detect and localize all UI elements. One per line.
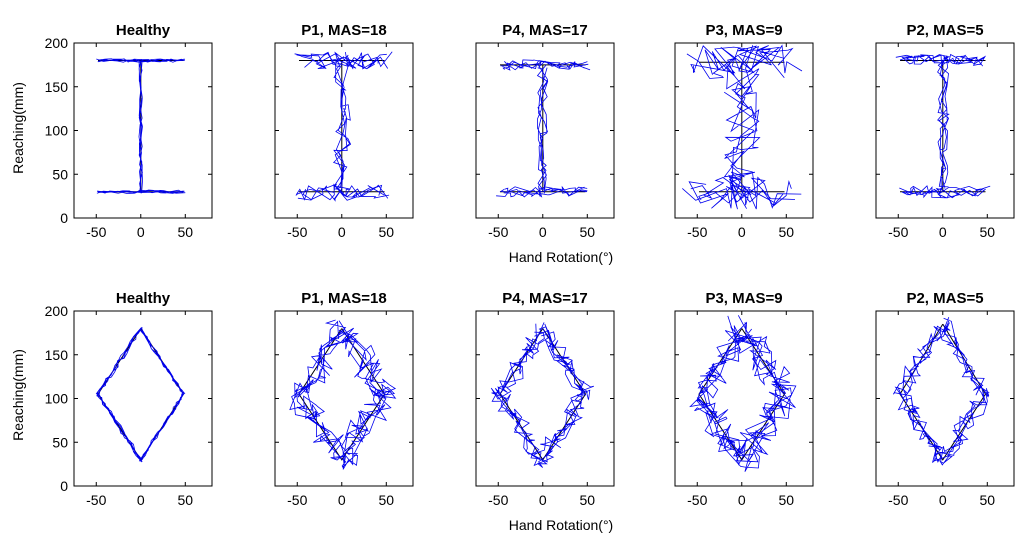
panel-bottom-0: Healthy -50 0 50 0 50 100 150 200 bbox=[45, 290, 213, 508]
trace-path-bottom-0 bbox=[95, 326, 186, 463]
x-tick-label-bottom-2-1: 0 bbox=[539, 492, 547, 508]
panels-group: Healthy -50 0 50 0 50 100 150 200 P1, MAS=18 -50 0 5… bbox=[45, 22, 1015, 508]
trace-path-top-2 bbox=[496, 59, 591, 198]
plot-area-top-0 bbox=[96, 58, 186, 194]
panel-title-bottom-0: Healthy bbox=[116, 290, 171, 307]
y-tick-label-top-0-2: 100 bbox=[45, 123, 69, 139]
plot-area-bottom-4 bbox=[892, 317, 990, 466]
trace-path-bottom-4 bbox=[892, 317, 990, 466]
trace-path-top-1 bbox=[294, 51, 393, 202]
panel-title-top-4: P2, MAS=5 bbox=[906, 22, 983, 39]
x-tick-label-bottom-4-2: 50 bbox=[980, 492, 996, 508]
x-tick-label-bottom-4-1: 0 bbox=[939, 492, 947, 508]
panel-title-top-2: P4, MAS=17 bbox=[502, 22, 587, 39]
target-path-bottom-4 bbox=[899, 323, 987, 461]
x-tick-label-bottom-3-2: 50 bbox=[779, 492, 795, 508]
x-tick-label-top-4-0: -50 bbox=[888, 224, 908, 240]
target-path-bottom-2 bbox=[499, 328, 587, 461]
trace-path-bottom-2 bbox=[490, 322, 594, 468]
panel-title-bottom-2: P4, MAS=17 bbox=[502, 290, 587, 307]
plot-area-top-1 bbox=[294, 51, 393, 202]
y-tick-label-top-0-4: 200 bbox=[45, 35, 69, 51]
trace-path-top-4 bbox=[895, 53, 991, 199]
y-tick-label-top-0-0: 0 bbox=[60, 210, 68, 226]
x-axis-label-bottom: Hand Rotation(°) bbox=[509, 517, 613, 533]
target-path-bottom-0 bbox=[97, 328, 185, 461]
x-tick-label-bottom-0-0: -50 bbox=[86, 492, 106, 508]
x-tick-label-top-2-1: 0 bbox=[539, 224, 547, 240]
trace-path-bottom-1 bbox=[289, 319, 397, 470]
x-tick-label-top-2-2: 50 bbox=[580, 224, 596, 240]
y-tick-label-bottom-0-0: 0 bbox=[60, 478, 68, 494]
plot-area-top-2 bbox=[496, 59, 591, 198]
panel-title-top-0: Healthy bbox=[116, 22, 171, 39]
target-path-bottom-1 bbox=[298, 328, 386, 461]
panel-bottom-2: P4, MAS=17 -50 0 50 bbox=[475, 290, 615, 508]
panel-title-top-3: P3, MAS=9 bbox=[705, 22, 782, 39]
trace-path-top-3 bbox=[682, 44, 803, 210]
panel-top-0: Healthy -50 0 50 0 50 100 150 200 bbox=[45, 22, 213, 240]
panel-bottom-3: P3, MAS=9 -50 0 50 bbox=[674, 290, 814, 508]
plot-area-top-3 bbox=[682, 44, 803, 210]
x-tick-label-top-1-2: 50 bbox=[379, 224, 395, 240]
plot-area-bottom-3 bbox=[689, 315, 797, 472]
x-tick-label-top-3-1: 0 bbox=[738, 224, 746, 240]
y-tick-label-top-0-1: 50 bbox=[52, 166, 68, 182]
x-tick-label-top-4-1: 0 bbox=[939, 224, 947, 240]
x-tick-label-top-4-2: 50 bbox=[980, 224, 996, 240]
y-tick-label-bottom-0-4: 200 bbox=[45, 303, 69, 319]
plot-area-bottom-2 bbox=[490, 322, 594, 468]
x-tick-label-top-0-1: 0 bbox=[137, 224, 145, 240]
x-tick-label-top-0-2: 50 bbox=[178, 224, 194, 240]
x-tick-label-bottom-0-2: 50 bbox=[178, 492, 194, 508]
panel-top-4: P2, MAS=5 -50 0 50 bbox=[875, 22, 1015, 240]
panel-top-1: P1, MAS=18 -50 0 50 bbox=[274, 22, 414, 240]
plot-area-bottom-0 bbox=[95, 326, 186, 463]
x-tick-label-top-3-0: -50 bbox=[687, 224, 707, 240]
axes-box-bottom-2 bbox=[475, 310, 615, 487]
trace-path-bottom-3 bbox=[689, 315, 797, 472]
axes-box-bottom-4 bbox=[875, 310, 1015, 487]
x-tick-label-bottom-4-0: -50 bbox=[888, 492, 908, 508]
axes-box-bottom-0 bbox=[73, 310, 213, 487]
target-path-top-3 bbox=[699, 61, 785, 193]
x-tick-label-top-0-0: -50 bbox=[86, 224, 106, 240]
panel-title-bottom-3: P3, MAS=9 bbox=[705, 290, 782, 307]
plot-area-top-4 bbox=[895, 53, 991, 199]
x-tick-label-top-1-1: 0 bbox=[338, 224, 346, 240]
panel-title-bottom-4: P2, MAS=5 bbox=[906, 290, 983, 307]
x-tick-label-top-1-0: -50 bbox=[287, 224, 307, 240]
y-tick-label-top-0-3: 150 bbox=[45, 79, 69, 95]
x-tick-label-top-3-2: 50 bbox=[779, 224, 795, 240]
panel-title-top-1: P1, MAS=18 bbox=[301, 22, 386, 39]
x-tick-label-bottom-1-0: -50 bbox=[287, 492, 307, 508]
y-axis-label-top: Reaching(mm) bbox=[10, 82, 26, 174]
x-tick-label-bottom-2-2: 50 bbox=[580, 492, 596, 508]
plot-area-bottom-1 bbox=[289, 319, 397, 470]
x-axis-label-top: Hand Rotation(°) bbox=[509, 249, 613, 265]
x-tick-label-bottom-3-0: -50 bbox=[687, 492, 707, 508]
x-tick-label-bottom-1-1: 0 bbox=[338, 492, 346, 508]
panel-bottom-1: P1, MAS=18 -50 0 50 bbox=[274, 290, 414, 508]
panel-top-2: P4, MAS=17 -50 0 50 bbox=[475, 22, 615, 240]
panel-top-3: P3, MAS=9 -50 0 50 bbox=[674, 22, 814, 240]
y-axis-label-bottom: Reaching(mm) bbox=[10, 349, 26, 441]
x-tick-label-top-2-0: -50 bbox=[488, 224, 508, 240]
x-tick-label-bottom-3-1: 0 bbox=[738, 492, 746, 508]
panel-bottom-4: P2, MAS=5 -50 0 50 bbox=[875, 290, 1015, 508]
y-tick-label-bottom-0-1: 50 bbox=[52, 434, 68, 450]
y-tick-label-bottom-0-2: 100 bbox=[45, 391, 69, 407]
panel-title-bottom-1: P1, MAS=18 bbox=[301, 290, 386, 307]
x-tick-label-bottom-0-1: 0 bbox=[137, 492, 145, 508]
x-tick-label-bottom-2-0: -50 bbox=[488, 492, 508, 508]
y-tick-label-bottom-0-3: 150 bbox=[45, 347, 69, 363]
x-tick-label-bottom-1-2: 50 bbox=[379, 492, 395, 508]
trace-path-top-0 bbox=[96, 58, 186, 194]
